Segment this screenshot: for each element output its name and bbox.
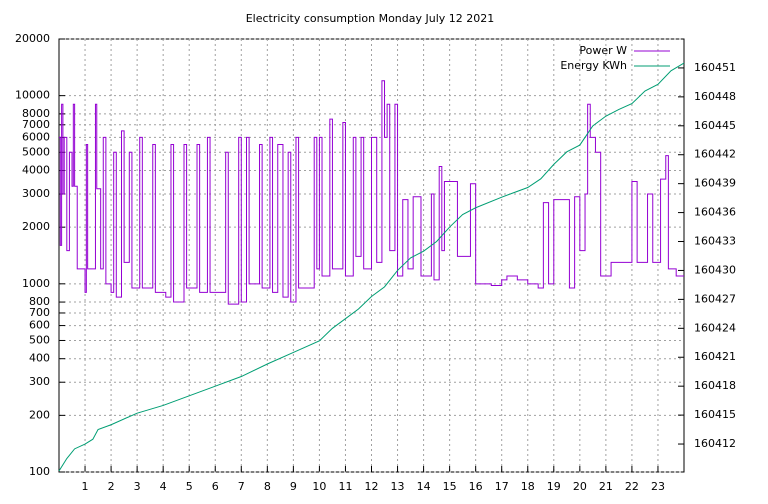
y-tick-label: 8000: [22, 107, 50, 120]
y-tick-label: 600: [29, 319, 50, 332]
x-tick-label: 1: [82, 480, 89, 493]
y-tick-label: 1000: [22, 277, 50, 290]
y2-tick-label: 160439: [694, 177, 736, 190]
y2-tick-label: 160421: [694, 350, 736, 363]
y-tick-label: 4000: [22, 164, 50, 177]
legend-label: Power W: [579, 44, 627, 57]
y-tick-label: 5000: [22, 145, 50, 158]
y2-tick-label: 160424: [694, 321, 736, 334]
x-tick-label: 13: [391, 480, 405, 493]
y2-tick-label: 160415: [694, 408, 736, 421]
y-tick-label: 200: [29, 408, 50, 421]
x-tick-label: 5: [186, 480, 193, 493]
y-tick-label: 10000: [15, 89, 50, 102]
chart-title: Electricity consumption Monday July 12 2…: [246, 12, 495, 25]
x-tick-label: 4: [160, 480, 167, 493]
x-tick-label: 10: [312, 480, 326, 493]
x-tick-label: 3: [134, 480, 141, 493]
x-tick-label: 18: [521, 480, 535, 493]
y-tick-label: 6000: [22, 130, 50, 143]
y2-tick-label: 160451: [694, 61, 736, 74]
x-tick-label: 7: [238, 480, 245, 493]
x-tick-label: 15: [443, 480, 457, 493]
x-tick-label: 14: [417, 480, 431, 493]
x-tick-label: 2: [108, 480, 115, 493]
series-line: [58, 62, 685, 472]
y2-tick-label: 160436: [694, 206, 736, 219]
x-tick-label: 16: [469, 480, 483, 493]
x-tick-label: 8: [264, 480, 271, 493]
y2-tick-label: 160442: [694, 148, 736, 161]
x-tick-label: 23: [651, 480, 665, 493]
y-tick-label: 400: [29, 352, 50, 365]
y2-tick-label: 160412: [694, 437, 736, 450]
y-tick-label: 500: [29, 333, 50, 346]
x-tick-label: 17: [495, 480, 509, 493]
y-tick-label: 20000: [15, 32, 50, 45]
legend-label: Energy KWh: [560, 59, 627, 72]
y-tick-label: 800: [29, 295, 50, 308]
x-tick-label: 21: [599, 480, 613, 493]
y-tick-label: 700: [29, 306, 50, 319]
y2-tick-label: 160427: [694, 292, 736, 305]
x-tick-label: 9: [290, 480, 297, 493]
y2-tick-label: 160448: [694, 90, 736, 103]
x-tick-label: 19: [547, 480, 561, 493]
y-tick-label: 2000: [22, 220, 50, 233]
y-tick-label: 3000: [22, 187, 50, 200]
y2-tick-label: 160430: [694, 263, 736, 276]
y-tick-label: 300: [29, 375, 50, 388]
y-tick-label: 100: [29, 465, 50, 478]
y2-tick-label: 160418: [694, 379, 736, 392]
x-tick-label: 20: [573, 480, 587, 493]
y2-tick-label: 160445: [694, 119, 736, 132]
x-tick-label: 22: [625, 480, 639, 493]
x-tick-label: 11: [338, 480, 352, 493]
y2-tick-label: 160433: [694, 235, 736, 248]
x-tick-label: 12: [365, 480, 379, 493]
x-tick-label: 6: [212, 480, 219, 493]
y-tick-label: 7000: [22, 118, 50, 131]
series-line: [59, 80, 684, 305]
